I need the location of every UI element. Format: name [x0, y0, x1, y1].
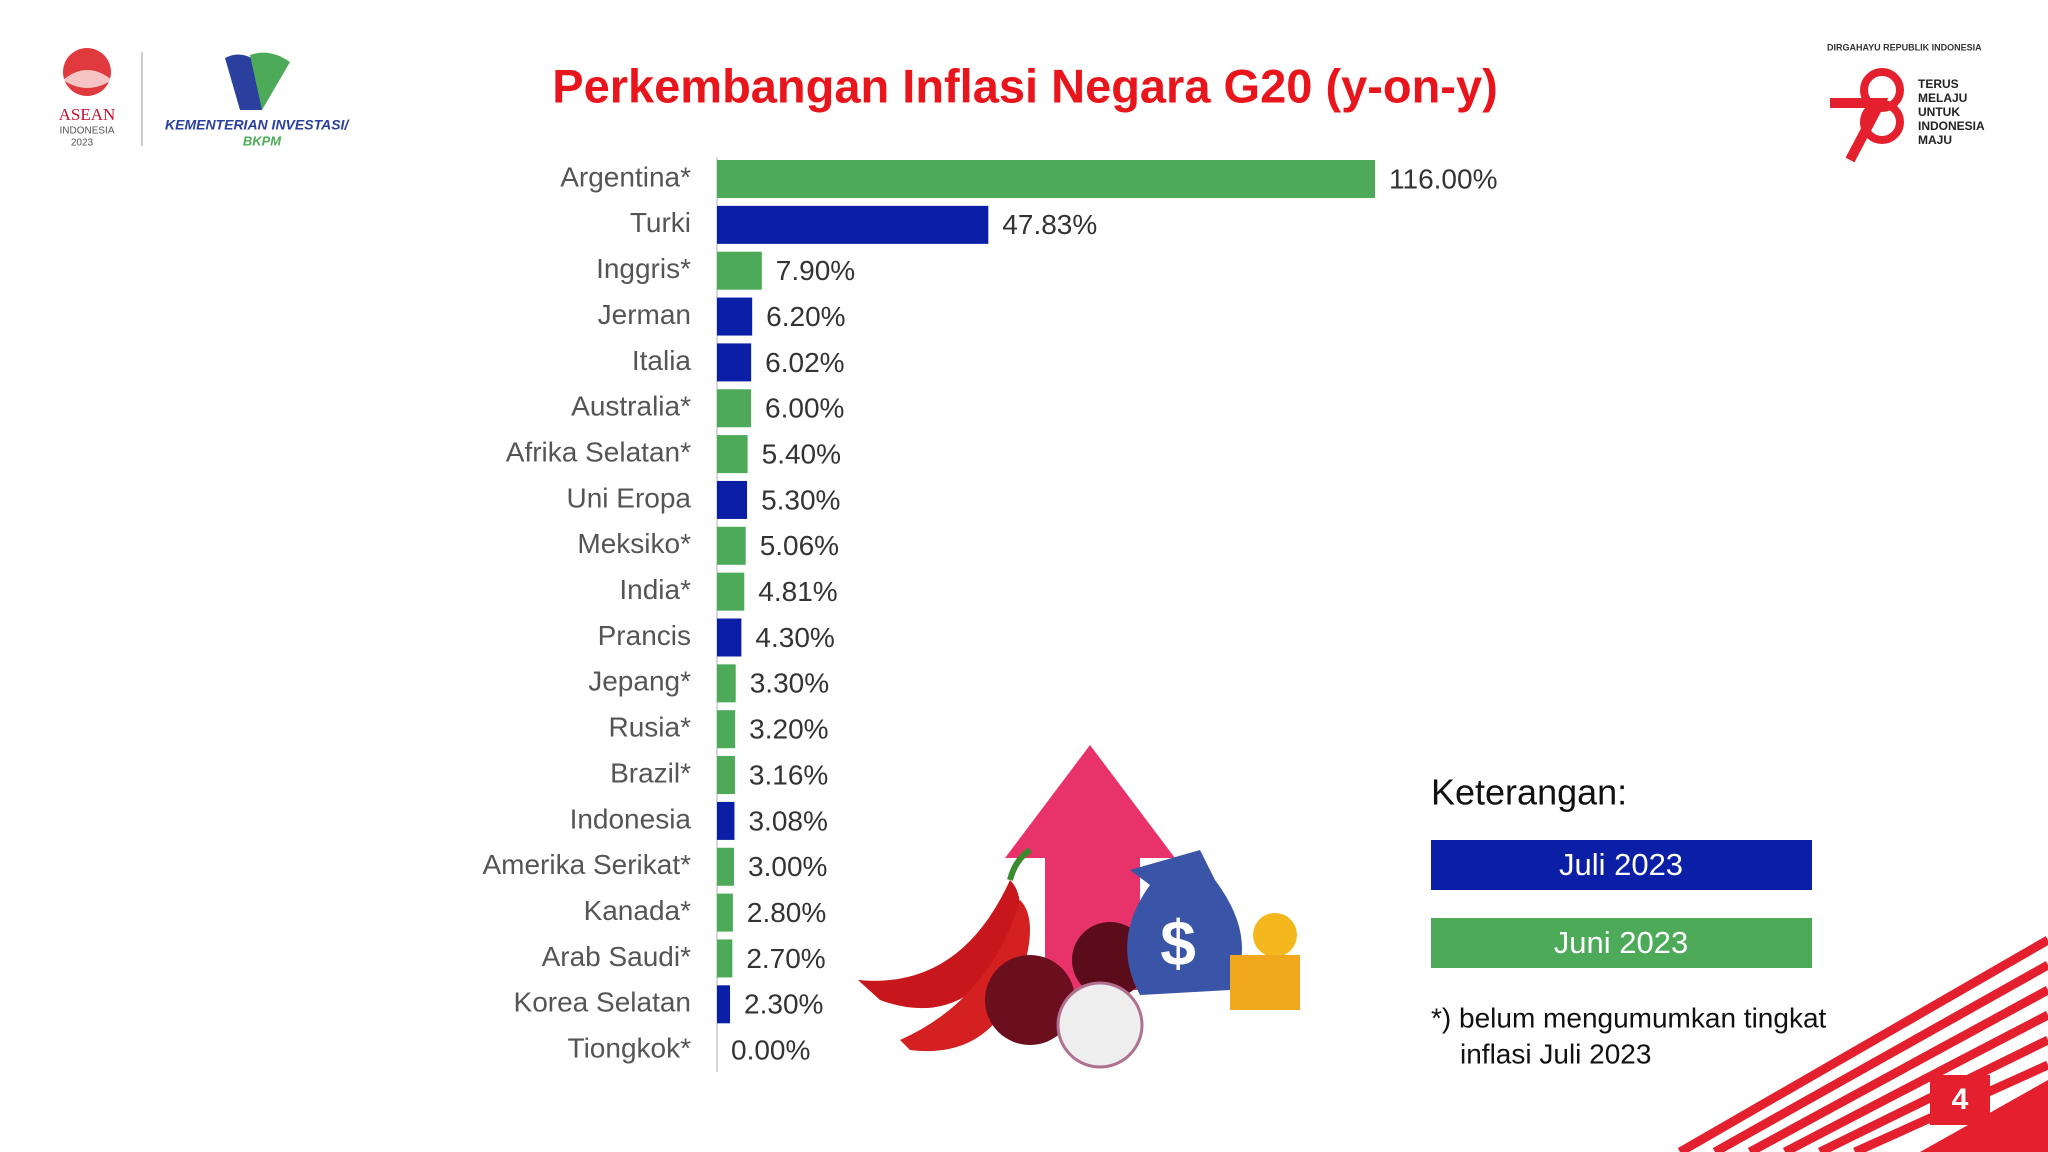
- legend-label: Juni 2023: [1554, 925, 1688, 960]
- legend-swatch: [1431, 840, 1812, 890]
- chart-title: Perkembangan Inflasi Negara G20 (y-on-y): [552, 59, 1498, 112]
- bar: [717, 756, 735, 795]
- category-label: Afrika Selatan*: [506, 436, 691, 467]
- category-label: Uni Eropa: [566, 482, 691, 513]
- svg-text:$: $: [1160, 907, 1196, 979]
- bar: [717, 526, 746, 565]
- category-label: Arab Saudi*: [542, 941, 692, 972]
- value-label: 3.30%: [750, 668, 829, 699]
- bar: [717, 801, 735, 840]
- logo-text: TERUS: [1918, 77, 1959, 91]
- value-label: 3.20%: [749, 714, 828, 745]
- logo-text: MAJU: [1918, 133, 1952, 147]
- bar: [717, 297, 753, 336]
- bar: [717, 160, 1375, 198]
- legend-swatch: [1431, 918, 1812, 968]
- asean-logo: ASEAN INDONESIA 2023: [59, 48, 116, 149]
- logo-text: INDONESIA: [59, 126, 114, 137]
- value-label: 6.02%: [765, 347, 844, 378]
- value-label: 3.08%: [748, 805, 827, 836]
- value-label: 4.30%: [755, 622, 834, 653]
- bar: [717, 480, 748, 519]
- category-label: Korea Selatan: [514, 987, 691, 1018]
- bar: [717, 939, 733, 978]
- category-label: Kanada*: [584, 895, 692, 926]
- category-label: Argentina*: [560, 161, 691, 192]
- bar: [717, 205, 989, 244]
- legend: Juli 2023 Juni 2023: [1431, 840, 1812, 968]
- bar: [717, 893, 733, 932]
- page-badge: [1930, 1075, 1990, 1125]
- category-label: Amerika Serikat*: [482, 849, 691, 880]
- value-label: 3.16%: [749, 759, 828, 790]
- logo-text: UNTUK: [1918, 105, 1960, 119]
- value-label: 2.70%: [746, 943, 825, 974]
- value-label: 47.83%: [1002, 209, 1097, 240]
- bar: [717, 985, 731, 1024]
- category-label: Brazil*: [610, 757, 691, 788]
- category-label: Meksiko*: [577, 528, 691, 559]
- value-label: 5.30%: [761, 484, 840, 515]
- bar: [717, 618, 742, 657]
- logo-text: KEMENTERIAN INVESTASI/: [165, 117, 350, 133]
- category-label: Turki: [630, 207, 691, 238]
- logo-text: MELAJU: [1918, 91, 1967, 105]
- logo-text: DIRGAHAYU REPUBLIK INDONESIA: [1827, 42, 1982, 52]
- category-label: Tiongkok*: [568, 1033, 692, 1064]
- value-label: 6.00%: [765, 393, 844, 424]
- legend-label: Juli 2023: [1559, 847, 1683, 882]
- category-label: Australia*: [571, 391, 691, 422]
- value-label: 6.20%: [766, 301, 845, 332]
- footnote: *) belum mengumumkan tingkat: [1431, 1002, 1827, 1033]
- bar: [717, 343, 752, 382]
- anniversary-logo: DIRGAHAYU REPUBLIK INDONESIA TERUS MELAJ…: [1827, 42, 1985, 163]
- category-label: Rusia*: [609, 712, 692, 743]
- value-label: 5.40%: [762, 438, 841, 469]
- logo-text: ASEAN: [59, 105, 116, 124]
- logo-text: INDONESIA: [1918, 119, 1985, 133]
- logo-text: 2023: [71, 138, 94, 149]
- category-label: Jepang*: [588, 666, 691, 697]
- bar: [717, 389, 752, 428]
- category-label: Inggris*: [596, 253, 691, 284]
- category-label: Prancis: [598, 620, 691, 651]
- ministry-logo: KEMENTERIAN INVESTASI/ BKPM: [165, 52, 350, 148]
- category-label: India*: [619, 574, 691, 605]
- bar: [717, 572, 745, 611]
- bar: [717, 847, 735, 886]
- bar: [717, 251, 762, 290]
- category-label: Jerman: [598, 299, 691, 330]
- logo-text: BKPM: [243, 133, 282, 148]
- value-label: 2.30%: [744, 989, 823, 1020]
- value-label: 2.80%: [747, 897, 826, 928]
- value-label: 5.06%: [760, 530, 839, 561]
- bar: [717, 664, 736, 703]
- value-label: 116.00%: [1389, 163, 1497, 194]
- illustration: $: [858, 745, 1300, 1069]
- value-label: 0.00%: [731, 1035, 810, 1066]
- category-label: Italia: [632, 345, 692, 376]
- bar: [717, 435, 748, 474]
- value-label: 3.00%: [748, 851, 827, 882]
- bar: [717, 710, 736, 749]
- category-label: Indonesia: [570, 803, 692, 834]
- footnote: inflasi Juli 2023: [1460, 1038, 1651, 1069]
- value-label: 7.90%: [776, 255, 855, 286]
- value-label: 4.81%: [758, 576, 837, 607]
- legend-title: Keterangan:: [1431, 772, 1627, 813]
- page-number: 4: [1952, 1083, 1969, 1116]
